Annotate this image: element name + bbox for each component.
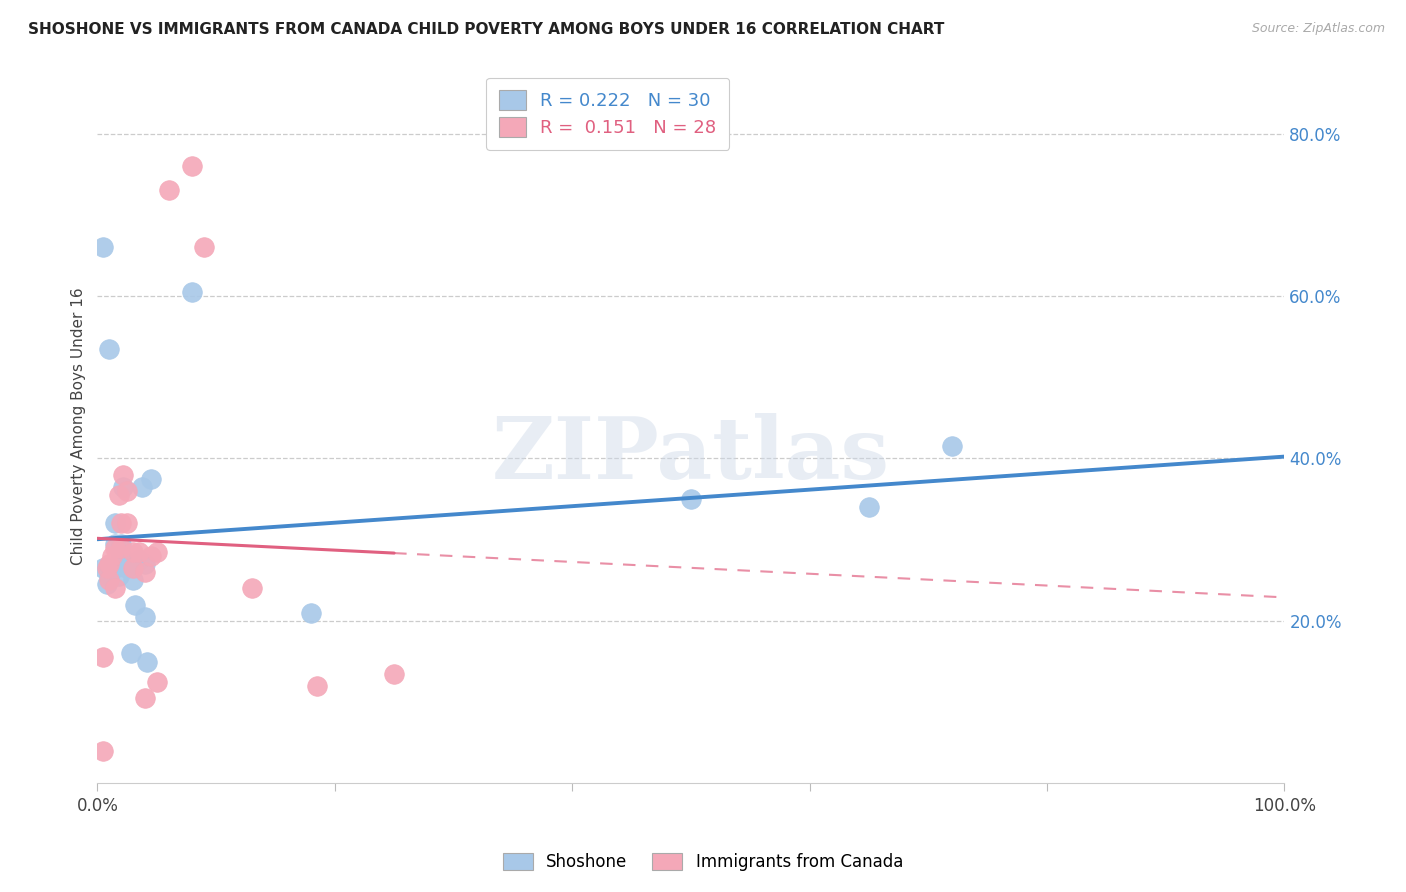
Point	[120, 647, 142, 661]
Point	[91, 744, 114, 758]
Point	[98, 557, 121, 571]
Point	[139, 549, 162, 563]
Point	[134, 691, 156, 706]
Point	[858, 500, 880, 515]
Point	[115, 557, 138, 571]
Point	[145, 674, 167, 689]
Legend: R = 0.222   N = 30, R =  0.151   N = 28: R = 0.222 N = 30, R = 0.151 N = 28	[486, 78, 730, 150]
Point	[115, 483, 138, 498]
Point	[104, 537, 127, 551]
Point	[157, 183, 180, 197]
Point	[240, 582, 263, 596]
Point	[122, 545, 145, 559]
Point	[96, 561, 118, 575]
Point	[124, 598, 146, 612]
Point	[104, 541, 127, 555]
Point	[91, 240, 114, 254]
Point	[128, 545, 150, 559]
Y-axis label: Child Poverty Among Boys Under 16: Child Poverty Among Boys Under 16	[72, 287, 86, 565]
Point	[305, 679, 328, 693]
Point	[104, 582, 127, 596]
Point	[139, 472, 162, 486]
Point	[299, 606, 322, 620]
Point	[112, 467, 135, 482]
Point	[110, 541, 132, 555]
Text: ZIPatlas: ZIPatlas	[492, 412, 890, 497]
Point	[110, 537, 132, 551]
Point	[100, 561, 122, 575]
Point	[122, 574, 145, 588]
Point	[679, 491, 702, 506]
Point	[112, 480, 135, 494]
Point	[104, 561, 127, 575]
Point	[98, 342, 121, 356]
Point	[96, 577, 118, 591]
Point	[91, 650, 114, 665]
Point	[136, 655, 159, 669]
Point	[181, 159, 204, 173]
Text: Source: ZipAtlas.com: Source: ZipAtlas.com	[1251, 22, 1385, 36]
Point	[181, 285, 204, 299]
Point	[115, 516, 138, 531]
Point	[382, 666, 405, 681]
Point	[110, 549, 132, 563]
Point	[131, 480, 153, 494]
Point	[145, 545, 167, 559]
Point	[193, 240, 215, 254]
Point	[107, 569, 129, 583]
Point	[98, 574, 121, 588]
Point	[134, 610, 156, 624]
Point	[91, 561, 114, 575]
Point	[107, 488, 129, 502]
Point	[110, 516, 132, 531]
Point	[134, 565, 156, 579]
Legend: Shoshone, Immigrants from Canada: Shoshone, Immigrants from Canada	[495, 845, 911, 880]
Point	[98, 569, 121, 583]
Point	[100, 549, 122, 563]
Point	[98, 561, 121, 575]
Point	[128, 553, 150, 567]
Point	[104, 516, 127, 531]
Point	[941, 439, 963, 453]
Text: SHOSHONE VS IMMIGRANTS FROM CANADA CHILD POVERTY AMONG BOYS UNDER 16 CORRELATION: SHOSHONE VS IMMIGRANTS FROM CANADA CHILD…	[28, 22, 945, 37]
Point	[122, 561, 145, 575]
Point	[134, 557, 156, 571]
Point	[115, 561, 138, 575]
